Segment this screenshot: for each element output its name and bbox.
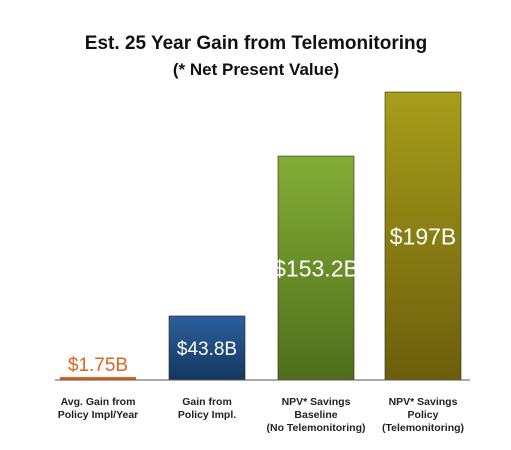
category-label-line: (Telemonitoring) [382, 422, 464, 434]
category-label-line: Policy Impl. [178, 409, 236, 421]
category-label-line: NPV* Savings [389, 396, 458, 408]
value-label-1: $1.75B [68, 355, 128, 376]
chart-subtitle: (* Net Present Value) [173, 60, 339, 79]
category-label-line: Avg. Gain from [61, 396, 136, 408]
bar-1 [60, 377, 136, 380]
category-label-2: Gain from Policy Impl. [178, 396, 236, 421]
bar-3 [277, 155, 355, 381]
category-label-line: NPV* Savings [282, 396, 351, 408]
category-label-1: Avg. Gain from Policy Impl/Year [58, 396, 139, 421]
chart-title: Est. 25 Year Gain from Telemonitoring [85, 33, 427, 54]
value-label-3: $153.2B [273, 255, 359, 281]
category-label-line: Policy [408, 409, 439, 421]
bar-4 [384, 91, 462, 381]
bar-2 [168, 315, 246, 381]
value-label-4: $197B [390, 223, 457, 249]
category-label-line: Policy Impl/Year [58, 409, 139, 421]
value-label-2: $43.8B [177, 339, 237, 360]
category-label-line: (No Telemonitoring) [267, 422, 366, 434]
category-label-line: Gain from [182, 396, 232, 408]
category-label-line: Baseline [294, 409, 337, 421]
category-label-3: NPV* Savings Baseline (No Telemonitoring) [267, 396, 366, 434]
bars-group: $1.75B $43.8B $153.2B $197B [60, 91, 462, 381]
category-label-4: NPV* Savings Policy (Telemonitoring) [382, 396, 464, 434]
